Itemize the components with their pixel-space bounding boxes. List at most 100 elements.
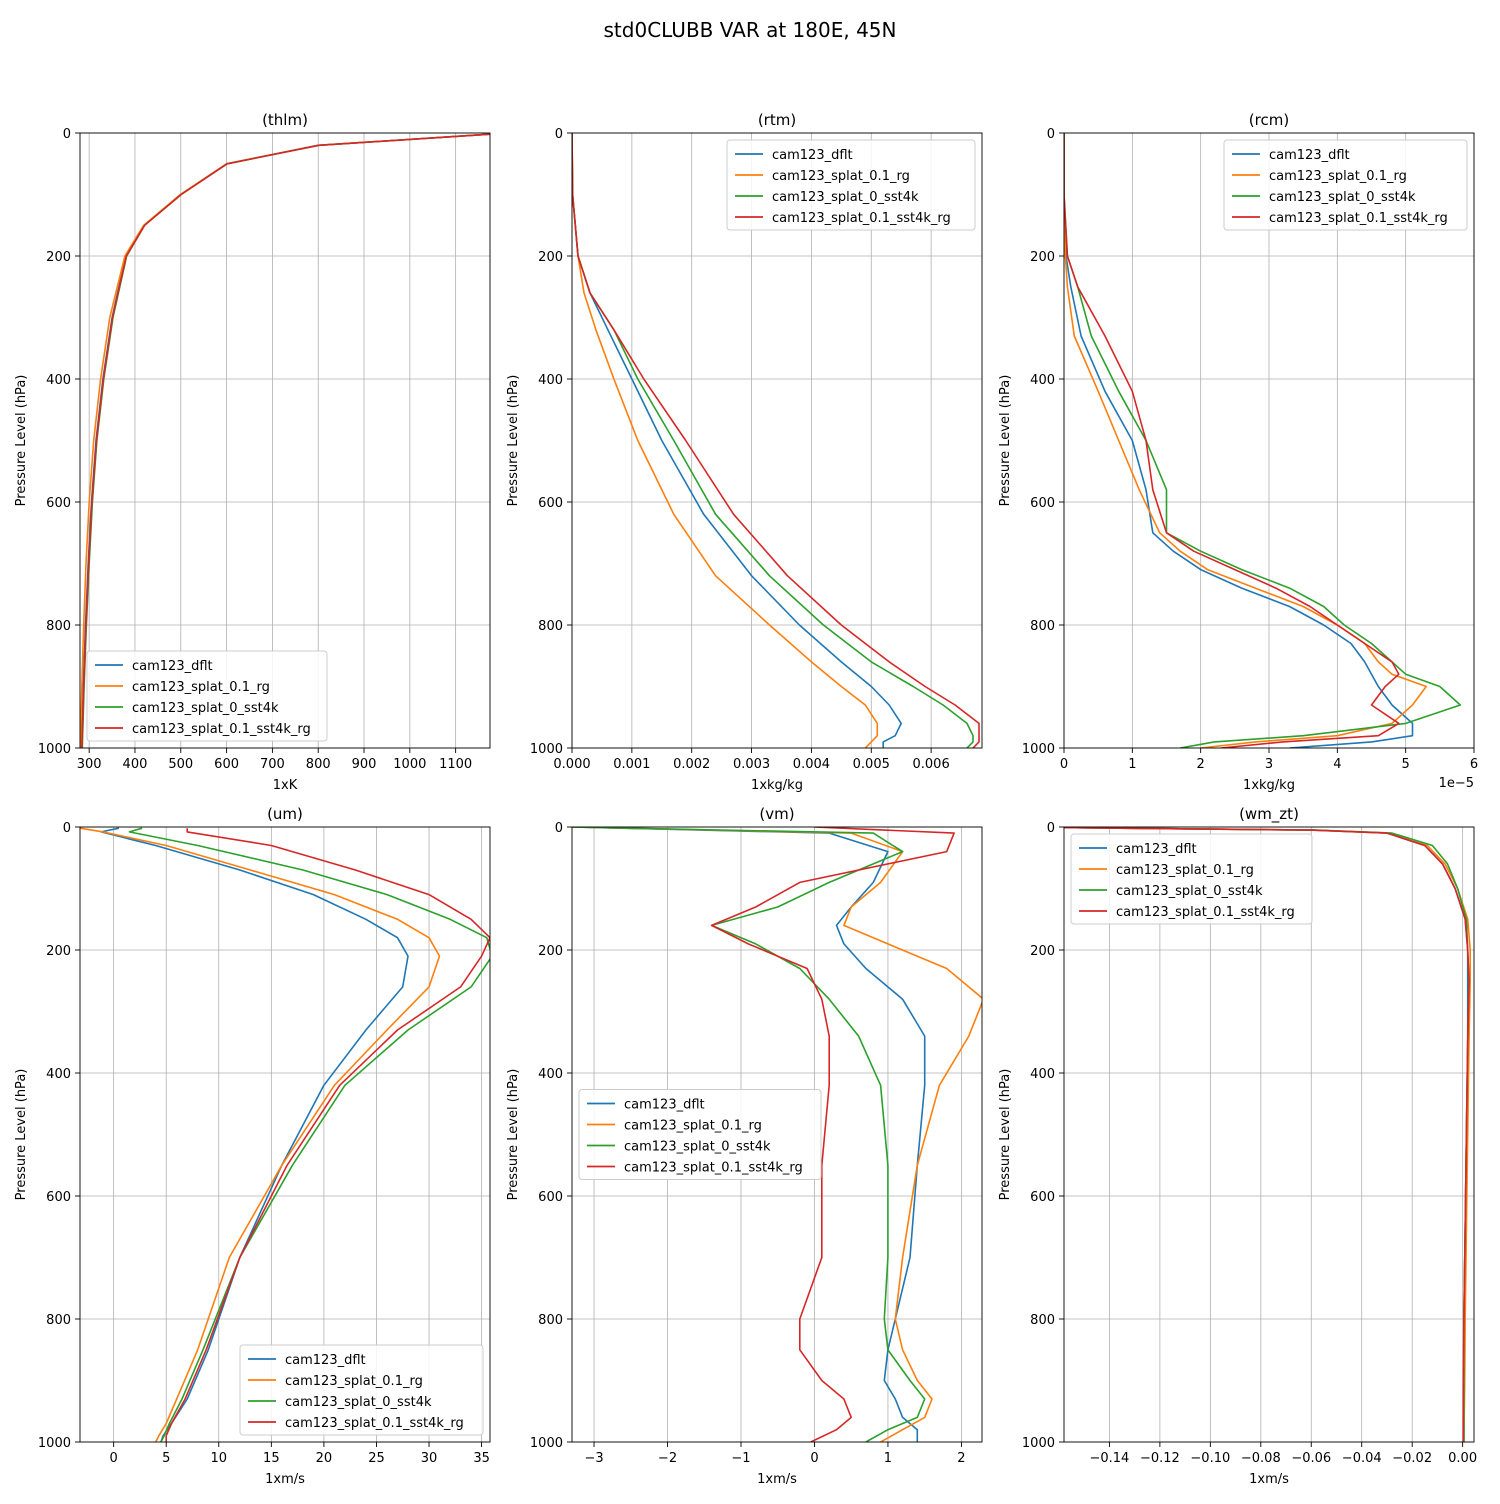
x-tick-label: 0.005 xyxy=(853,757,890,772)
y-axis-label: Pressure Level (hPa) xyxy=(998,1069,1013,1201)
x-tick-label: 0 xyxy=(1060,757,1068,772)
legend-label: cam123_splat_0.1_sst4k_rg xyxy=(772,211,951,226)
x-tick-label: −0.02 xyxy=(1392,1451,1432,1466)
x-tick-label: 0.003 xyxy=(733,757,770,772)
x-tick-label: 0.001 xyxy=(613,757,650,772)
legend-label: cam123_splat_0_sst4k xyxy=(1269,190,1416,205)
x-tick-label: −0.08 xyxy=(1241,1451,1281,1466)
x-tick-label: −0.14 xyxy=(1089,1451,1129,1466)
axes-frame xyxy=(1063,826,1475,1443)
y-axis-label: Pressure Level (hPa) xyxy=(998,375,1013,507)
x-tick-label: 30 xyxy=(421,1451,438,1466)
subplot-wm_zt: −0.14 −0.12 −0.10 −0.08 −0.06 −0.04 −0.02 0.00 0… xyxy=(998,805,1477,1487)
y-tick-label: 600 xyxy=(538,1190,563,1205)
y-tick-label: 1000 xyxy=(1022,742,1055,757)
series-line-cam123_splat_0.1_rg xyxy=(80,827,441,1442)
x-axis-label: 1xm/s xyxy=(757,1472,797,1487)
y-tick-label: 800 xyxy=(46,619,71,634)
legend-label: cam123_splat_0_sst4k xyxy=(132,701,279,716)
y-tick-label: 200 xyxy=(538,944,563,959)
x-tick-label: 0 xyxy=(810,1451,818,1466)
legend-box xyxy=(1070,833,1313,925)
y-tick-label: 400 xyxy=(46,1067,71,1082)
x-tick-label: 0.006 xyxy=(913,757,950,772)
x-tick-label: 0.00 xyxy=(1448,1451,1477,1466)
y-tick-label: 400 xyxy=(538,1067,563,1082)
y-axis-label: Pressure Level (hPa) xyxy=(506,375,521,507)
series-line-cam123_splat_0.1_sst4k_rg xyxy=(1064,827,1470,1442)
y-axis-label: Pressure Level (hPa) xyxy=(14,1069,29,1201)
series-line-cam123_splat_0.1_sst4k_rg xyxy=(165,828,490,1442)
series-line-cam123_splat_0.1_sst4k_rg xyxy=(572,133,980,748)
x-tick-label: 6 xyxy=(1470,757,1478,772)
x-axis-label: 1xkg/kg xyxy=(1243,778,1295,793)
y-tick-label: 1000 xyxy=(530,1436,563,1451)
subplot-title: (vm) xyxy=(759,805,794,823)
x-tick-label: −3 xyxy=(584,1451,603,1466)
x-tick-label: 15 xyxy=(263,1451,280,1466)
series-line-cam123_dflt xyxy=(1064,133,1414,748)
x-axis-label: 1xm/s xyxy=(1249,1472,1289,1487)
subplot-thlm: 300 400 500 600 700 800 900 1000 1100 0 200 400 600 8… xyxy=(14,111,491,793)
legend: cam123_dflt cam123_splat_0.1_rg cam123_spl… xyxy=(1070,833,1313,925)
x-tick-label: 1 xyxy=(884,1451,892,1466)
y-tick-label: 200 xyxy=(538,250,563,265)
subplot-vm: −3 −2 −1 0 1 2 0 200 400 600 800 1000 (vm) 1xm/s Press… xyxy=(506,805,983,1487)
x-tick-label: 1 xyxy=(1128,757,1136,772)
legend-box xyxy=(578,1089,822,1180)
axes-frame xyxy=(79,826,491,1443)
axes-frame xyxy=(79,132,491,749)
series-line-cam123_dflt xyxy=(572,827,926,1442)
y-tick-label: 800 xyxy=(1030,619,1055,634)
series-line-cam123_dflt xyxy=(100,827,409,1442)
legend-label: cam123_splat_0.1_rg xyxy=(772,169,910,184)
x-tick-label: 5 xyxy=(162,1451,170,1466)
x-tick-label: 4 xyxy=(1333,757,1341,772)
y-tick-label: 1000 xyxy=(38,742,71,757)
legend-label: cam123_dflt xyxy=(772,148,853,163)
subplot-title: (rtm) xyxy=(758,111,796,129)
y-axis-label: Pressure Level (hPa) xyxy=(14,375,29,507)
y-tick-label: 0 xyxy=(555,127,563,142)
x-tick-label: 900 xyxy=(352,757,377,772)
legend-label: cam123_splat_0_sst4k xyxy=(285,1395,432,1410)
x-axis-label: 1xK xyxy=(273,778,298,793)
legend: cam123_dflt cam123_splat_0.1_rg cam123_spl… xyxy=(1223,139,1468,231)
x-tick-label: 20 xyxy=(316,1451,333,1466)
y-tick-label: 600 xyxy=(538,496,563,511)
y-tick-label: 0 xyxy=(1047,821,1055,836)
legend-label: cam123_splat_0.1_rg xyxy=(1116,863,1254,878)
x-tick-label: 700 xyxy=(260,757,285,772)
series-line-cam123_splat_0_sst4k xyxy=(128,827,490,1442)
x-tick-label: −2 xyxy=(658,1451,677,1466)
y-tick-label: 600 xyxy=(1030,1190,1055,1205)
subplot-rtm: 0.000 0.001 0.002 0.003 0.004 0.005 0.006 0 200 4… xyxy=(506,111,983,793)
x-tick-label: 2 xyxy=(1197,757,1205,772)
legend-label: cam123_dflt xyxy=(624,1098,705,1113)
x-tick-label: 500 xyxy=(168,757,193,772)
x-tick-label: 5 xyxy=(1402,757,1410,772)
y-tick-label: 1000 xyxy=(530,742,563,757)
y-tick-label: 200 xyxy=(1030,944,1055,959)
series-line-cam123_splat_0_sst4k xyxy=(1064,133,1462,748)
axes-frame xyxy=(571,826,983,1443)
legend-label: cam123_splat_0.1_rg xyxy=(624,1119,762,1134)
y-tick-label: 200 xyxy=(1030,250,1055,265)
legend-box xyxy=(86,650,328,742)
x-tick-label: 3 xyxy=(1265,757,1273,772)
y-axis-label: Pressure Level (hPa) xyxy=(506,1069,521,1201)
legend-label: cam123_splat_0_sst4k xyxy=(624,1140,771,1155)
legend-label: cam123_splat_0.1_sst4k_rg xyxy=(624,1161,803,1176)
y-tick-label: 200 xyxy=(46,944,71,959)
series-line-cam123_splat_0.1_rg xyxy=(1064,133,1427,748)
legend-box xyxy=(239,1344,484,1436)
subplot-title: (um) xyxy=(267,805,303,823)
x-axis-label: 1xm/s xyxy=(265,1472,305,1487)
legend-label: cam123_splat_0.1_rg xyxy=(1269,169,1407,184)
y-tick-label: 800 xyxy=(538,619,563,634)
y-tick-label: 600 xyxy=(46,1190,71,1205)
legend-label: cam123_splat_0.1_rg xyxy=(132,680,270,695)
series-line-cam123_splat_0.1_rg xyxy=(572,827,982,1442)
legend-box xyxy=(726,139,976,231)
y-tick-label: 0 xyxy=(555,821,563,836)
